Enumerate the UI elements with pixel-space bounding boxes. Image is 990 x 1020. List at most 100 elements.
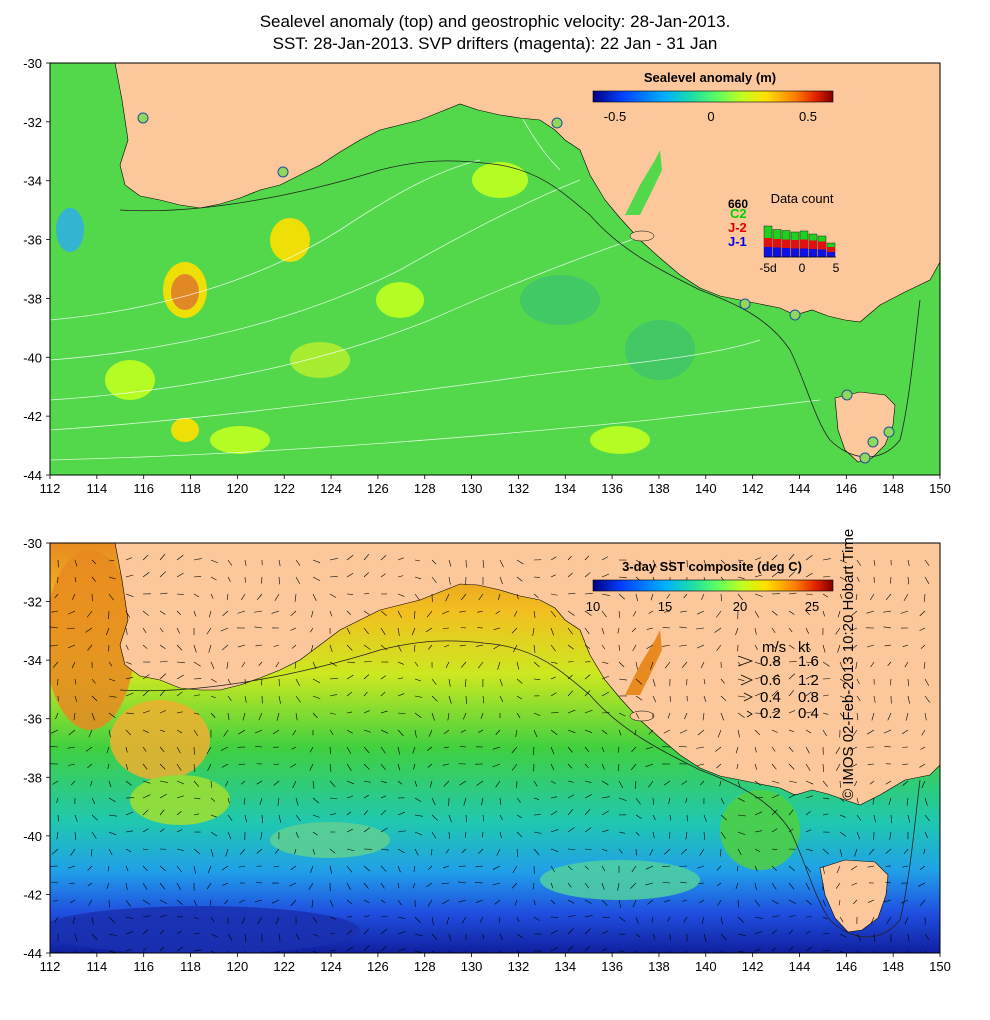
velocity-vector — [380, 644, 388, 651]
velocity-vector — [736, 763, 739, 769]
velocity-vector — [413, 763, 416, 770]
velocity-vector — [716, 644, 722, 651]
velocity-vector — [872, 797, 875, 805]
velocity-vector — [550, 729, 558, 736]
velocity-vector — [567, 592, 576, 595]
kangaroo-island-sst — [629, 710, 655, 722]
velocity-vector — [193, 576, 202, 578]
velocity-vector — [209, 899, 212, 906]
velocity-vector — [142, 848, 149, 851]
velocity-vector — [448, 695, 452, 704]
velocity-vector — [159, 729, 165, 732]
velocity-vector — [312, 678, 321, 684]
velocity-vector — [652, 950, 655, 953]
velocity-vector — [871, 712, 875, 721]
sla-tick-neg: -0.5 — [604, 109, 626, 124]
velocity-vector — [498, 916, 501, 923]
velocity-vector — [550, 610, 556, 618]
velocity-vector — [788, 865, 795, 872]
velocity-vector — [431, 831, 437, 839]
velocity-vector — [867, 729, 875, 735]
velocity-vector — [601, 746, 605, 753]
velocity-vector — [883, 899, 892, 903]
velocity-vector — [771, 644, 777, 649]
x-tick-label: 148 — [882, 959, 904, 974]
velocity-vector — [532, 882, 535, 890]
velocity-vector — [645, 746, 654, 750]
velocity-vector — [363, 746, 370, 754]
velocity-vector — [273, 865, 280, 868]
y-tick-label: -42 — [23, 409, 42, 424]
velocity-vector — [142, 627, 147, 634]
velocity-vector — [193, 916, 199, 920]
velocity-vector — [380, 882, 385, 889]
velocity-vector — [919, 899, 926, 907]
velocity-vector — [924, 695, 931, 703]
velocity-vector — [584, 644, 591, 649]
velocity-vector — [380, 763, 386, 770]
velocity-vector — [788, 780, 797, 783]
velocity-vector — [511, 882, 518, 889]
velocity-vector — [805, 711, 812, 714]
velocity-vector — [227, 814, 233, 821]
velocity-vector — [346, 674, 354, 680]
velocity-vector — [754, 948, 761, 952]
velocity-vector — [493, 627, 501, 630]
velocity-vector — [584, 808, 591, 816]
velocity-vector — [210, 593, 214, 599]
velocity-vector — [241, 916, 246, 924]
velocity-vector — [227, 712, 230, 721]
velocity-vector — [645, 865, 654, 870]
velocity-vector — [716, 763, 722, 769]
velocity-vector — [346, 661, 355, 664]
velocity-vector — [346, 711, 353, 714]
velocity-vector — [516, 695, 522, 700]
velocity-vector — [51, 848, 59, 855]
velocity-vector — [635, 695, 643, 701]
velocity-vector — [482, 559, 485, 568]
x-tick-label: 146 — [835, 959, 857, 974]
velocity-vector — [645, 763, 654, 767]
velocity-vector — [550, 746, 555, 755]
velocity-vector — [278, 814, 282, 823]
velocity-vector — [142, 929, 149, 935]
velocity-vector — [311, 610, 314, 618]
velocity-vector — [567, 899, 575, 904]
velocity-vector — [822, 763, 825, 772]
velocity-vector — [292, 780, 297, 789]
speed-ms-1: 0.6 — [760, 672, 781, 689]
velocity-vector — [459, 780, 467, 786]
velocity-vector — [294, 661, 297, 669]
velocity-vector — [225, 780, 229, 787]
velocity-vector — [496, 848, 501, 856]
velocity-vector — [397, 575, 404, 578]
x-tick-label: 144 — [789, 959, 811, 974]
velocity-vector — [414, 814, 423, 817]
velocity-vector — [87, 763, 93, 769]
velocity-vector — [717, 899, 722, 906]
velocity-vector — [442, 763, 450, 766]
velocity-vector — [567, 780, 574, 783]
velocity-vector — [346, 899, 353, 905]
velocity-vector — [329, 848, 336, 854]
velocity-vector — [465, 814, 467, 823]
velocity-vector — [50, 729, 59, 734]
velocity-vector — [309, 746, 314, 753]
velocity-vector — [460, 729, 467, 733]
velocity-vector — [703, 831, 706, 840]
velocity-vector — [499, 950, 502, 953]
velocity-vector — [311, 899, 314, 908]
velocity-vector — [463, 712, 467, 720]
x-tick-label: 126 — [367, 481, 389, 496]
velocity-vector — [822, 610, 825, 617]
velocity-vector — [788, 793, 796, 799]
velocity-vector — [567, 827, 575, 833]
velocity-vector — [867, 899, 875, 903]
velocity-vector — [805, 811, 811, 816]
velocity-vector — [193, 848, 201, 855]
velocity-vector — [458, 899, 467, 903]
velocity-vector — [159, 644, 166, 650]
velocity-vector — [533, 899, 536, 905]
velocity-vector — [822, 797, 830, 800]
velocity-vector — [125, 676, 134, 680]
